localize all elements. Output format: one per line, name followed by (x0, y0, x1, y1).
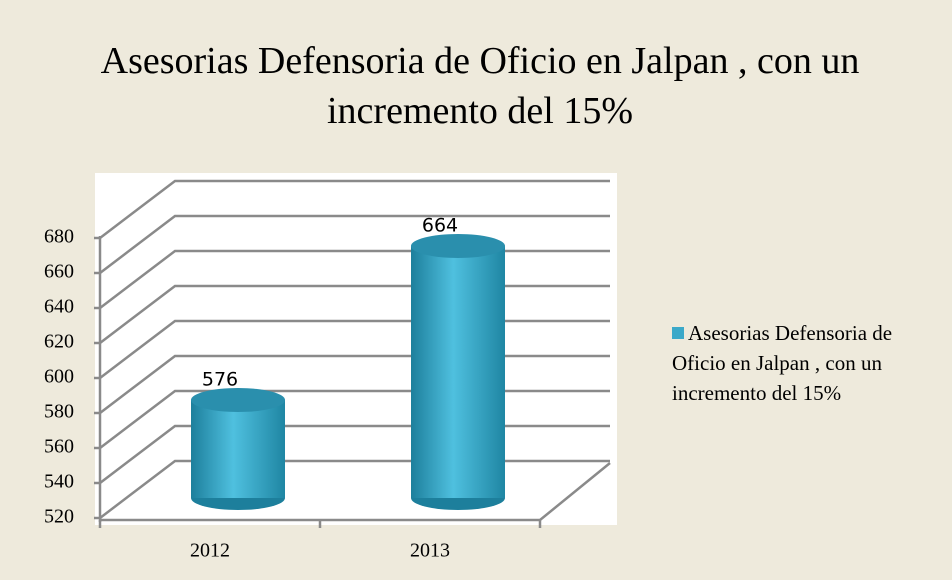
plot-area (95, 173, 617, 525)
grid-line (99, 214, 610, 274)
y-tick-label: 560 (44, 436, 74, 458)
chart-title: Asesorias Defensoria de Oficio en Jalpan… (100, 40, 860, 132)
bar-body (191, 400, 285, 498)
legend-label: Asesorias Defensoria de Oficio en Jalpan… (672, 321, 893, 405)
y-tick-label: 680 (44, 226, 74, 248)
y-tick-label: 520 (44, 506, 74, 528)
bar-top (191, 388, 285, 412)
y-tick-label: 620 (44, 331, 74, 353)
bar-top (411, 234, 505, 258)
legend: Asesorias Defensoria de Oficio en Jalpan… (672, 318, 942, 408)
y-tick-label: 660 (44, 261, 74, 283)
data-label: 576 (202, 369, 238, 391)
x-tick-label: 2013 (410, 540, 450, 562)
bar-body (411, 246, 505, 498)
legend-swatch (672, 327, 684, 339)
y-tick-label: 540 (44, 471, 74, 493)
data-label: 664 (422, 215, 458, 237)
x-tick-label: 2012 (190, 540, 230, 562)
bar (411, 234, 505, 510)
y-tick-label: 580 (44, 401, 74, 423)
y-tick-label: 600 (44, 366, 74, 388)
grid-line (99, 179, 610, 239)
bar (191, 388, 285, 510)
y-tick-label: 640 (44, 296, 74, 318)
